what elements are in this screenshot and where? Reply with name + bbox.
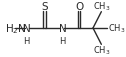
Text: $\mathregular{CH_3}$: $\mathregular{CH_3}$	[93, 1, 110, 13]
Text: O: O	[75, 2, 83, 11]
Text: H: H	[24, 36, 30, 45]
Text: S: S	[41, 2, 48, 12]
Text: H: H	[59, 36, 66, 45]
Text: $\mathregular{H_2N}$: $\mathregular{H_2N}$	[5, 22, 27, 35]
Text: N: N	[23, 24, 31, 33]
Text: $\mathregular{CH_3}$: $\mathregular{CH_3}$	[93, 44, 110, 56]
Text: N: N	[58, 24, 66, 33]
Text: $\mathregular{CH_3}$: $\mathregular{CH_3}$	[108, 22, 126, 35]
